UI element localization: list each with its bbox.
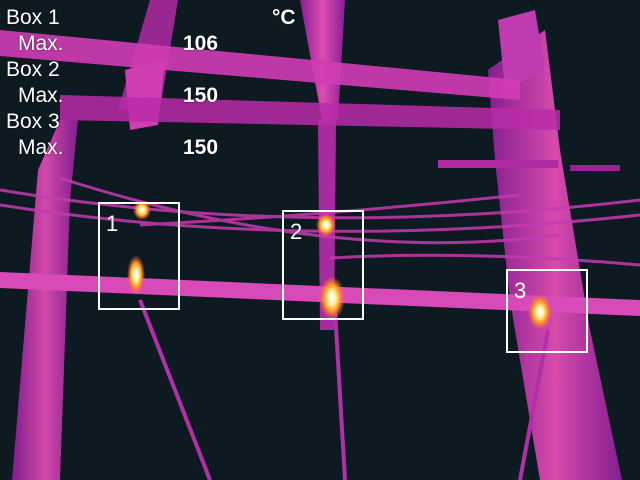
box-1-marker: 1 bbox=[106, 211, 119, 236]
center-pole bbox=[300, 0, 345, 120]
box-1-label: Box 1 bbox=[6, 6, 60, 29]
beam-bracket-2 bbox=[570, 165, 620, 171]
box-3-label: Box 3 bbox=[6, 110, 60, 133]
box-1-stat-label: Max. bbox=[18, 32, 64, 55]
temperature-unit: °C bbox=[272, 6, 296, 29]
top-beam bbox=[0, 30, 520, 100]
box-1-max-value: 106 bbox=[183, 32, 219, 55]
top-beam-2 bbox=[60, 95, 560, 130]
right-pole-top bbox=[498, 10, 545, 90]
box-3-marker: 3 bbox=[514, 278, 527, 303]
box-2-marker: 2 bbox=[290, 219, 303, 244]
beam-bracket bbox=[438, 160, 558, 168]
left-pole bbox=[12, 120, 78, 480]
box-2-stat-label: Max. bbox=[18, 84, 64, 107]
right-pole bbox=[488, 30, 622, 480]
measurement-box-2[interactable]: 2 bbox=[282, 210, 364, 320]
box-3-stat-label: Max. bbox=[18, 136, 64, 159]
measurement-box-3[interactable]: 3 bbox=[506, 269, 588, 353]
box-2-max-value: 150 bbox=[183, 84, 219, 107]
measurement-box-1[interactable]: 1 bbox=[98, 202, 180, 310]
box-3-max-value: 150 bbox=[183, 136, 219, 159]
box-2-label: Box 2 bbox=[6, 58, 60, 81]
